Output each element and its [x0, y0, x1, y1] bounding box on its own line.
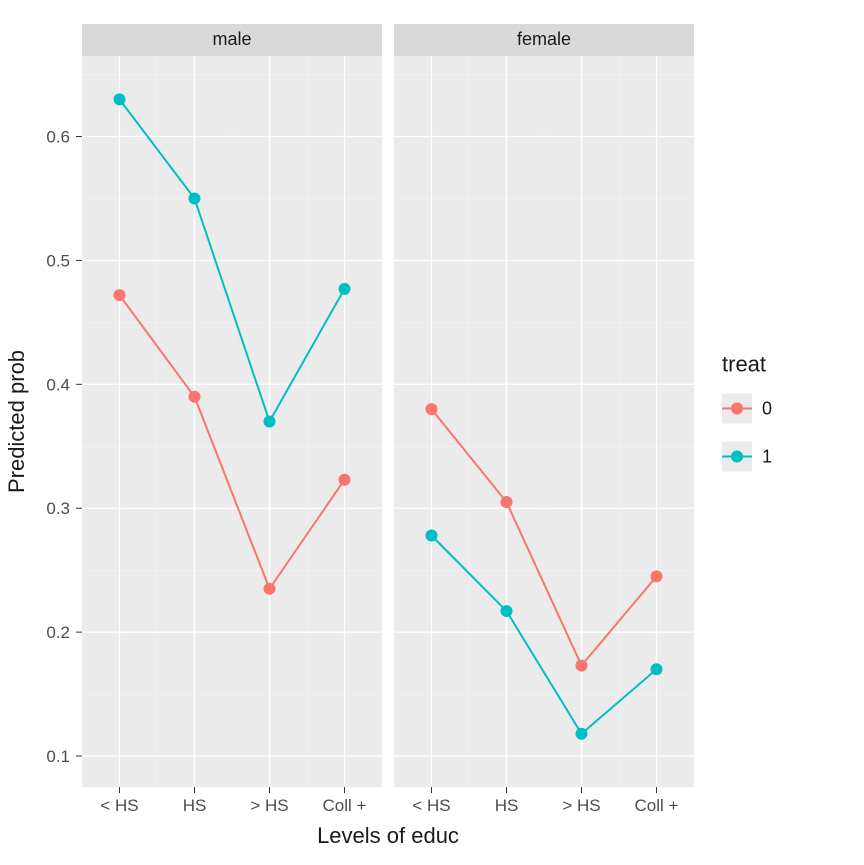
x-axis-title: Levels of educ — [317, 823, 459, 848]
data-point — [264, 583, 276, 595]
data-point — [651, 570, 663, 582]
data-point — [114, 93, 126, 105]
data-point — [339, 283, 351, 295]
x-tick-label: HS — [183, 796, 207, 815]
data-point — [651, 663, 663, 675]
x-tick-label: > HS — [250, 796, 288, 815]
data-point — [264, 416, 276, 428]
y-tick-label: 0.3 — [46, 499, 70, 518]
x-tick-label: Coll + — [635, 796, 679, 815]
x-tick-label: HS — [495, 796, 519, 815]
data-point — [501, 605, 513, 617]
data-point — [426, 403, 438, 415]
facet-strip-label: male — [212, 29, 251, 49]
x-tick-label: Coll + — [323, 796, 367, 815]
legend-item-label: 1 — [762, 447, 772, 467]
legend-key-point — [731, 403, 743, 415]
chart-svg: male < HS HS > HS Coll + female < HS HS > HS Coll… — [0, 0, 864, 865]
y-tick-label: 0.6 — [46, 128, 70, 147]
data-point — [189, 391, 201, 403]
data-point — [189, 192, 201, 204]
chart-container: male < HS HS > HS Coll + female < HS HS > HS Coll… — [0, 0, 864, 865]
x-tick-label: < HS — [412, 796, 450, 815]
data-point — [576, 660, 588, 672]
x-tick-label: > HS — [562, 796, 600, 815]
data-point — [501, 496, 513, 508]
y-tick-label: 0.1 — [46, 747, 70, 766]
facet-strip-label: female — [517, 29, 571, 49]
legend-item-label: 0 — [762, 399, 772, 419]
legend-key-point — [731, 451, 743, 463]
y-tick-label: 0.4 — [46, 375, 70, 394]
x-tick-label: < HS — [100, 796, 138, 815]
y-tick-label: 0.5 — [46, 251, 70, 270]
data-point — [426, 529, 438, 541]
legend-title: treat — [722, 352, 766, 377]
data-point — [114, 289, 126, 301]
y-tick-label: 0.2 — [46, 623, 70, 642]
data-point — [576, 728, 588, 740]
y-axis-title: Predicted prob — [4, 350, 29, 493]
data-point — [339, 474, 351, 486]
